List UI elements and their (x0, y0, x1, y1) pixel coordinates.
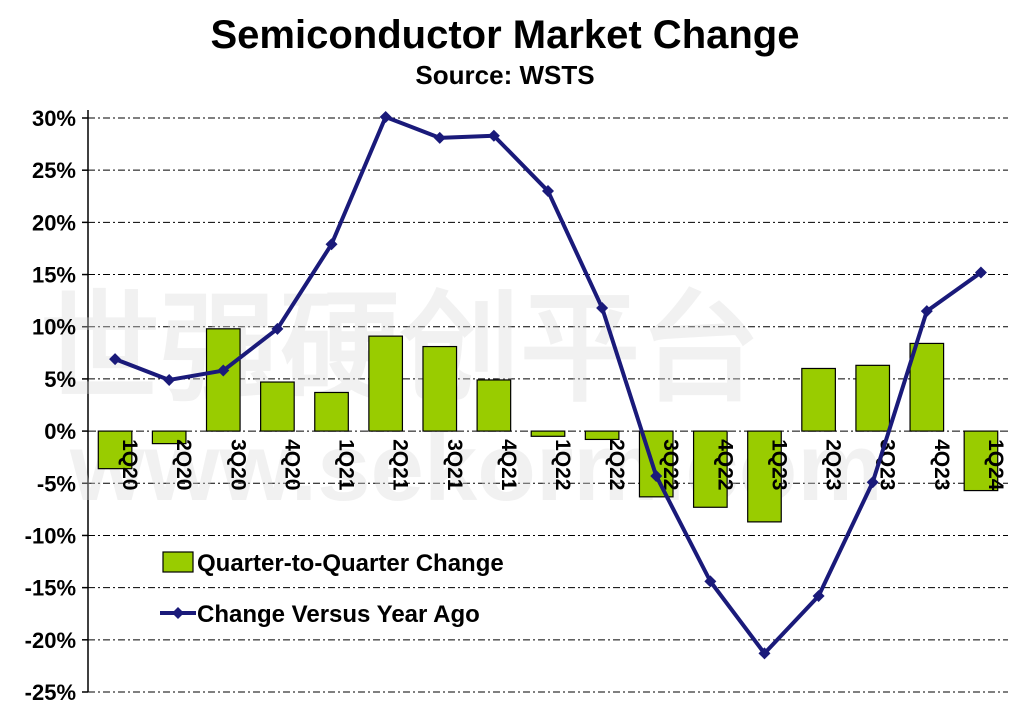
bar-1Q24 (963, 430, 999, 492)
y-tick-label: 15% (32, 263, 76, 288)
marker-4Q22 (704, 575, 717, 588)
marker-1Q21 (325, 238, 338, 251)
line-series (109, 110, 987, 660)
x-tick-label: 3Q21 (443, 439, 466, 491)
y-tick-label: 20% (32, 210, 76, 235)
x-tick-label: 3Q22 (659, 439, 682, 490)
y-tick-label: -5% (37, 471, 76, 496)
x-tick-label: 2Q22 (605, 439, 628, 490)
marker-2Q22 (596, 301, 609, 314)
bar-3Q21 (422, 345, 458, 432)
legend-bar-swatch (162, 551, 194, 573)
marker-1Q20 (109, 353, 122, 366)
bar-2Q21 (368, 335, 404, 432)
x-tick-label: 1Q21 (335, 439, 358, 491)
x-tick-label: 1Q20 (118, 439, 141, 490)
x-tick-label: 3Q20 (226, 439, 249, 490)
bar-3Q23 (855, 364, 891, 432)
bar-1Q23 (747, 430, 782, 523)
bar-2Q22 (584, 430, 620, 441)
x-tick-label: 4Q21 (497, 439, 520, 491)
chart-title: Semiconductor Market Change (210, 13, 800, 57)
bar-2Q23 (801, 367, 836, 432)
marker-3Q21 (433, 131, 446, 144)
x-tick-label: 4Q20 (280, 439, 303, 490)
y-tick-label: 30% (32, 106, 76, 131)
y-tick-label: -25% (25, 680, 76, 705)
marker-2Q20 (163, 373, 176, 386)
marker-4Q21 (487, 129, 500, 142)
legend: Quarter-to-Quarter Change Change Versus Y… (160, 550, 504, 628)
marker-1Q23 (758, 647, 771, 660)
x-tick-label: 2Q20 (172, 439, 195, 490)
bar-4Q22 (692, 430, 728, 508)
bar-2Q20 (151, 430, 187, 445)
y-tick-label: 10% (32, 315, 76, 340)
legend-marker-swatch (172, 607, 184, 619)
legend-label-bars: Quarter-to-Quarter Change (197, 550, 504, 577)
y-tick-label: 25% (32, 158, 76, 183)
x-tick-label: 4Q23 (930, 439, 953, 490)
marker-1Q24 (974, 266, 987, 279)
marker-2Q23 (812, 589, 825, 602)
y-tick-label: -20% (25, 628, 76, 653)
legend-label-line: Change Versus Year Ago (197, 601, 480, 628)
y-tick-label: -10% (25, 523, 76, 548)
y-tick-label: -15% (25, 576, 76, 601)
bar-1Q22 (530, 430, 566, 437)
bar-4Q21 (476, 379, 512, 432)
marker-4Q23 (920, 305, 933, 318)
y-tick-label: 0% (44, 419, 76, 444)
chart-subtitle: Source: WSTS (415, 60, 595, 90)
x-tick-label: 2Q23 (822, 439, 845, 490)
marker-3Q20 (217, 364, 230, 377)
y-tick-labels: 30% 25% 20% 15% 10% 5% 0% -5% -10% -15% -20% -25% (25, 106, 76, 705)
x-tick-label: 1Q23 (767, 439, 790, 490)
marker-3Q23 (866, 476, 879, 489)
x-tick-label: 2Q21 (389, 439, 412, 491)
x-tick-label: 1Q22 (551, 439, 574, 490)
bar-1Q20 (97, 430, 133, 470)
y-tick-label: 5% (44, 367, 76, 392)
x-tick-labels: 1Q20 2Q20 3Q20 4Q20 1Q21 2Q21 3Q21 4Q21 1Q22 2Q22… (118, 439, 1007, 491)
marker-3Q22 (650, 469, 663, 482)
bar-3Q20 (205, 328, 241, 432)
marker-1Q22 (542, 185, 554, 198)
bar-1Q21 (314, 391, 349, 432)
marker-4Q20 (271, 322, 284, 335)
bar-series (97, 328, 999, 523)
bar-4Q23 (909, 342, 945, 432)
bar-4Q20 (260, 381, 295, 432)
x-tick-label: 1Q24 (984, 439, 1007, 491)
x-tick-label: 4Q22 (713, 439, 736, 490)
marker-2Q21 (379, 110, 392, 123)
